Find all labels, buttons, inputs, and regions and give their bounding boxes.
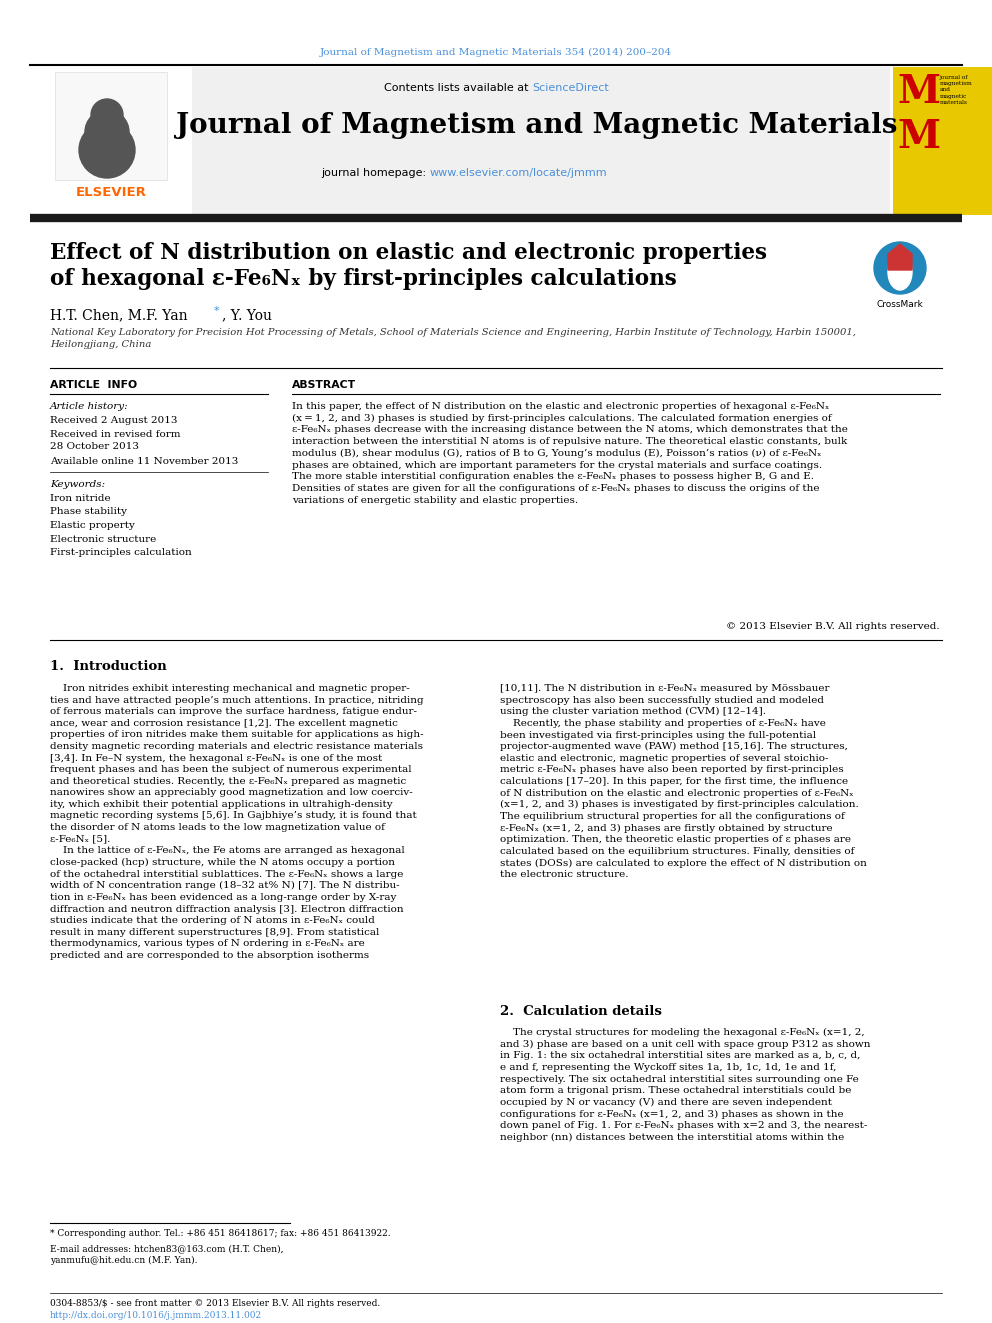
Circle shape xyxy=(91,99,123,131)
Circle shape xyxy=(85,110,129,153)
Text: First-principles calculation: First-principles calculation xyxy=(50,548,191,557)
Text: Iron nitrides exhibit interesting mechanical and magnetic proper-
ties and have : Iron nitrides exhibit interesting mechan… xyxy=(50,684,424,960)
Text: ABSTRACT: ABSTRACT xyxy=(292,380,356,390)
Text: 0304-8853/$ - see front matter © 2013 Elsevier B.V. All rights reserved.: 0304-8853/$ - see front matter © 2013 El… xyxy=(50,1299,380,1308)
Text: M: M xyxy=(897,73,940,111)
Text: Journal of Magnetism and Magnetic Materials: Journal of Magnetism and Magnetic Materi… xyxy=(177,112,898,139)
Text: Available online 11 November 2013: Available online 11 November 2013 xyxy=(50,456,238,466)
Circle shape xyxy=(79,122,135,179)
Text: H.T. Chen, M.F. Yan: H.T. Chen, M.F. Yan xyxy=(50,308,192,321)
Bar xyxy=(55,71,167,180)
Circle shape xyxy=(874,242,926,294)
Text: National Key Laboratory for Precision Hot Processing of Metals, School of Materi: National Key Laboratory for Precision Ho… xyxy=(50,328,856,349)
Text: M: M xyxy=(897,118,940,156)
Text: Received 2 August 2013: Received 2 August 2013 xyxy=(50,415,178,425)
Text: In this paper, the effect of N distribution on the elastic and electronic proper: In this paper, the effect of N distribut… xyxy=(292,402,848,504)
Bar xyxy=(30,67,192,216)
Text: 2.  Calculation details: 2. Calculation details xyxy=(500,1005,662,1017)
Text: Keywords:: Keywords: xyxy=(50,480,105,490)
Text: CrossMark: CrossMark xyxy=(877,300,924,310)
Ellipse shape xyxy=(888,254,912,290)
Text: www.elsevier.com/locate/jmmm: www.elsevier.com/locate/jmmm xyxy=(430,168,608,179)
Text: Elastic property: Elastic property xyxy=(50,521,135,531)
Text: Phase stability: Phase stability xyxy=(50,508,127,516)
Polygon shape xyxy=(888,243,912,270)
Text: Contents lists available at: Contents lists available at xyxy=(384,83,532,93)
Text: * Corresponding author. Tel.: +86 451 86418617; fax: +86 451 86413922.: * Corresponding author. Tel.: +86 451 86… xyxy=(50,1229,391,1238)
Text: 1.  Introduction: 1. Introduction xyxy=(50,660,167,673)
Bar xyxy=(103,160,111,179)
Text: ELSEVIER: ELSEVIER xyxy=(75,187,147,198)
Text: journal of
magnetism
and
magnetic
materials: journal of magnetism and magnetic materi… xyxy=(940,75,973,105)
Text: ARTICLE  INFO: ARTICLE INFO xyxy=(50,380,137,390)
Text: Electronic structure: Electronic structure xyxy=(50,534,157,544)
Text: Iron nitride: Iron nitride xyxy=(50,493,111,503)
Text: The crystal structures for modeling the hexagonal ε-Fe₆Nₓ (x=1, 2,
and 3) phase : The crystal structures for modeling the … xyxy=(500,1028,871,1142)
Text: journal homepage:: journal homepage: xyxy=(321,168,430,179)
Text: *: * xyxy=(214,306,219,316)
Text: Article history:: Article history: xyxy=(50,402,129,411)
Text: E-mail addresses: htchen83@163.com (H.T. Chen),
yanmufu@hit.edu.cn (M.F. Yan).: E-mail addresses: htchen83@163.com (H.T.… xyxy=(50,1244,284,1265)
Text: Journal of Magnetism and Magnetic Materials 354 (2014) 200–204: Journal of Magnetism and Magnetic Materi… xyxy=(320,48,672,57)
Text: © 2013 Elsevier B.V. All rights reserved.: © 2013 Elsevier B.V. All rights reserved… xyxy=(726,622,940,631)
Bar xyxy=(30,67,890,216)
Text: Received in revised form
28 October 2013: Received in revised form 28 October 2013 xyxy=(50,430,181,451)
Text: [10,11]. The N distribution in ε-Fe₆Nₓ measured by Mössbauer
spectroscopy has al: [10,11]. The N distribution in ε-Fe₆Nₓ m… xyxy=(500,684,867,880)
Text: Effect of N distribution on elastic and electronic properties: Effect of N distribution on elastic and … xyxy=(50,242,767,265)
Text: http://dx.doi.org/10.1016/j.jmmm.2013.11.002: http://dx.doi.org/10.1016/j.jmmm.2013.11… xyxy=(50,1311,262,1320)
Text: , Y. You: , Y. You xyxy=(222,308,272,321)
Bar xyxy=(893,67,992,216)
Text: of hexagonal ε-Fe₆Nₓ by first-principles calculations: of hexagonal ε-Fe₆Nₓ by first-principles… xyxy=(50,269,677,290)
Text: ScienceDirect: ScienceDirect xyxy=(532,83,609,93)
